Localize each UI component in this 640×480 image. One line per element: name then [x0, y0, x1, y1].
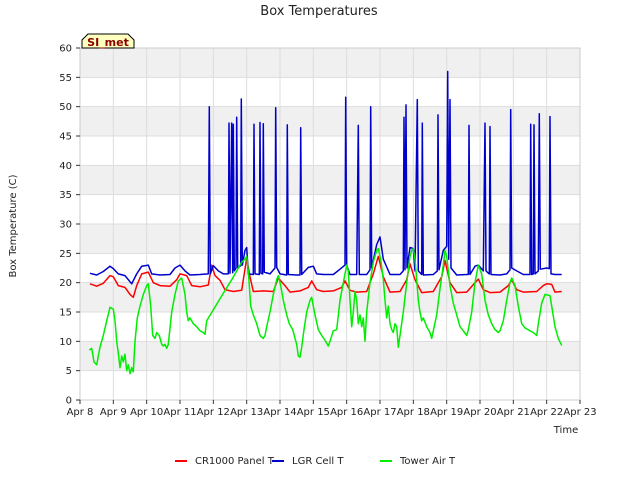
y-tick-label: 40 — [59, 161, 72, 172]
band — [80, 165, 580, 195]
x-axis-title: Time — [553, 425, 578, 436]
x-tick-label: Apr 22 — [530, 407, 563, 418]
x-tick-label: Apr 17 — [363, 407, 396, 418]
x-tick-label: Apr 21 — [497, 407, 530, 418]
y-tick-label: 45 — [59, 132, 72, 143]
band — [80, 48, 580, 78]
x-tick-label: Apr 15 — [297, 407, 330, 418]
band — [80, 106, 580, 136]
series-line-0 — [89, 255, 562, 299]
band — [80, 341, 580, 371]
y-tick-label: 10 — [59, 337, 72, 348]
x-tick-label: Apr 19 — [430, 407, 463, 418]
chart-title: Box Temperatures — [260, 4, 378, 19]
y-tick-label: 0 — [66, 396, 72, 407]
series-lines — [88, 70, 563, 375]
y-tick-label: 35 — [59, 190, 72, 201]
series-line-2 — [88, 247, 563, 375]
x-tick-label: Apr 11 — [163, 407, 196, 418]
x-tick-label: Apr 8 — [67, 407, 94, 418]
legend: CR1000 Panel T LGR Cell T Tower Air T — [175, 456, 456, 467]
x-axis: Apr 8 Apr 9 Apr 10 Apr 11 Apr 12 Apr 13 Apr 14… — [67, 400, 597, 418]
x-tick-label: Apr 10 — [130, 407, 163, 418]
x-tick-label: Apr 12 — [197, 407, 230, 418]
x-tick-label: Apr 9 — [100, 407, 127, 418]
band — [80, 282, 580, 312]
site-label: SI_met — [87, 36, 129, 49]
band — [80, 136, 580, 166]
x-tick-label: Apr 13 — [230, 407, 263, 418]
band — [80, 253, 580, 283]
y-tick-label: 55 — [59, 73, 72, 84]
band — [80, 194, 580, 224]
grid-lines — [79, 47, 581, 401]
legend-label-1: LGR Cell T — [292, 456, 344, 467]
y-tick-label: 30 — [59, 220, 72, 231]
y-tick-label: 5 — [66, 366, 72, 377]
y-axis-title: Box Temperature (C) — [8, 174, 19, 277]
legend-label-0: CR1000 Panel T — [195, 456, 275, 467]
y-tick-label: 15 — [59, 308, 72, 319]
x-tick-label: Apr 23 — [563, 407, 596, 418]
band — [80, 77, 580, 107]
y-tick-label: 20 — [59, 278, 72, 289]
y-tick-label: 50 — [59, 102, 72, 113]
y-tick-label: 25 — [59, 249, 72, 260]
x-tick-label: Apr 20 — [463, 407, 496, 418]
y-tick-label: 60 — [59, 44, 72, 55]
legend-label-2: Tower Air T — [399, 456, 456, 467]
x-tick-label: Apr 16 — [330, 407, 363, 418]
x-tick-label: Apr 14 — [263, 407, 296, 418]
site-label-box: SI_met — [81, 33, 135, 49]
y-axis: 0 5 10 15 20 25 30 35 40 45 50 55 60 — [59, 44, 80, 407]
x-tick-label: Apr 18 — [397, 407, 430, 418]
site-label-tag — [81, 33, 135, 49]
background-bands — [80, 48, 580, 400]
band — [80, 370, 580, 400]
band — [80, 312, 580, 342]
band — [80, 224, 580, 254]
